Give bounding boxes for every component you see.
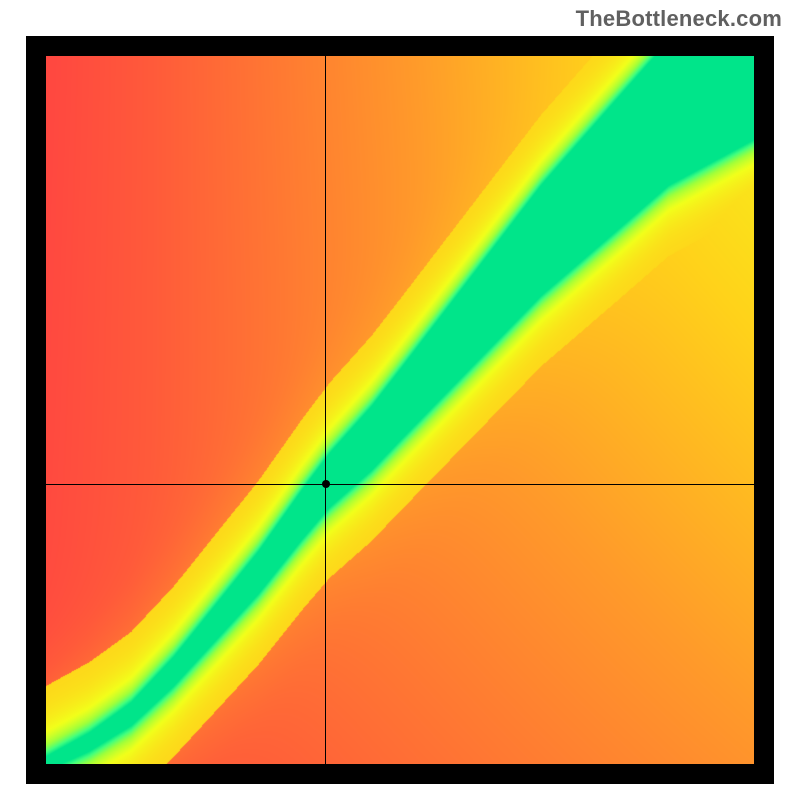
watermark-text: TheBottleneck.com <box>576 6 782 32</box>
crosshair-vertical <box>325 56 326 764</box>
plot-inner <box>46 56 754 764</box>
crosshair-horizontal <box>46 484 754 485</box>
crosshair-point <box>322 480 330 488</box>
heatmap-canvas <box>46 56 754 764</box>
root-container: TheBottleneck.com <box>0 0 800 800</box>
plot-frame <box>26 36 774 784</box>
